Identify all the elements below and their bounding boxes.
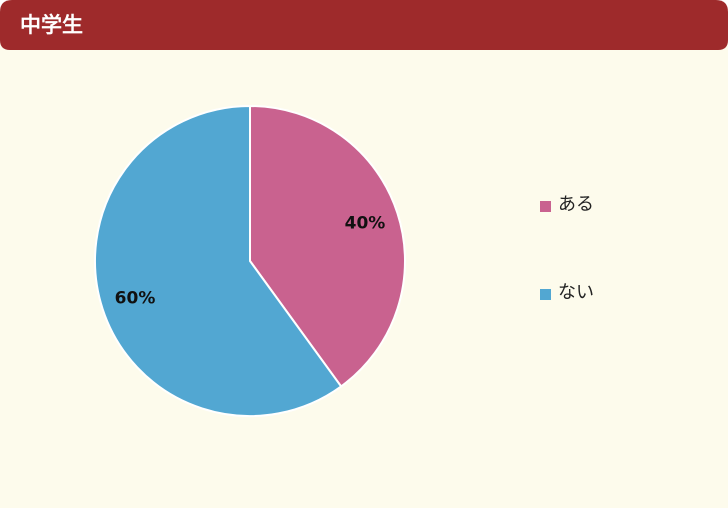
chart-title: 中学生 — [20, 13, 83, 37]
legend-label: ない — [558, 282, 594, 303]
value-label: 60% — [115, 288, 156, 308]
pie-slice — [249, 104, 406, 388]
header — [0, 0, 728, 50]
legend-swatch — [540, 289, 551, 300]
value-label: 40% — [345, 214, 386, 234]
legend-swatch — [540, 201, 551, 212]
legend-label: ある — [558, 194, 594, 215]
pie-slice — [94, 104, 343, 417]
